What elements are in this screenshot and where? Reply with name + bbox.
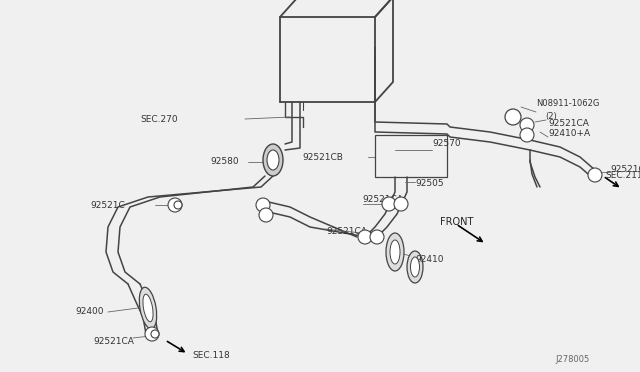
- Circle shape: [588, 168, 602, 182]
- Circle shape: [174, 201, 182, 209]
- Text: 92580: 92580: [210, 157, 239, 167]
- Ellipse shape: [140, 287, 157, 329]
- Circle shape: [382, 197, 396, 211]
- Ellipse shape: [386, 233, 404, 271]
- Text: N08911-1062G: N08911-1062G: [536, 99, 600, 109]
- Text: (2): (2): [545, 112, 557, 121]
- Text: J278005: J278005: [555, 356, 589, 365]
- Ellipse shape: [390, 240, 400, 264]
- Text: 92521CA: 92521CA: [326, 228, 367, 237]
- Text: SEC.211: SEC.211: [605, 170, 640, 180]
- Circle shape: [259, 208, 273, 222]
- Circle shape: [256, 198, 270, 212]
- Text: 92521CA: 92521CA: [548, 119, 589, 128]
- Text: 92521CB: 92521CB: [302, 153, 343, 161]
- Text: 92521C: 92521C: [90, 201, 125, 209]
- Circle shape: [358, 230, 372, 244]
- Ellipse shape: [407, 251, 423, 283]
- Text: 92505: 92505: [415, 180, 444, 189]
- Text: 92410+A: 92410+A: [548, 129, 590, 138]
- Text: 92521CA: 92521CA: [93, 337, 134, 346]
- Text: SEC.118: SEC.118: [192, 352, 230, 360]
- Ellipse shape: [410, 257, 419, 277]
- Circle shape: [523, 121, 531, 129]
- Text: 92400: 92400: [75, 308, 104, 317]
- Circle shape: [145, 327, 159, 341]
- Circle shape: [520, 118, 534, 132]
- Ellipse shape: [263, 144, 283, 176]
- Circle shape: [505, 109, 521, 125]
- Bar: [375, 135, 447, 177]
- Text: 92570: 92570: [432, 140, 461, 148]
- Text: SEC.270: SEC.270: [140, 115, 178, 124]
- Text: 92410: 92410: [415, 256, 444, 264]
- Circle shape: [394, 197, 408, 211]
- Ellipse shape: [267, 150, 279, 170]
- Ellipse shape: [143, 294, 153, 322]
- Circle shape: [370, 230, 384, 244]
- Circle shape: [168, 198, 182, 212]
- Text: N: N: [510, 114, 516, 120]
- Text: 92521CA: 92521CA: [362, 196, 403, 205]
- Circle shape: [151, 330, 159, 338]
- Circle shape: [520, 128, 534, 142]
- Text: 92521C: 92521C: [610, 166, 640, 174]
- Text: FRONT: FRONT: [440, 217, 474, 227]
